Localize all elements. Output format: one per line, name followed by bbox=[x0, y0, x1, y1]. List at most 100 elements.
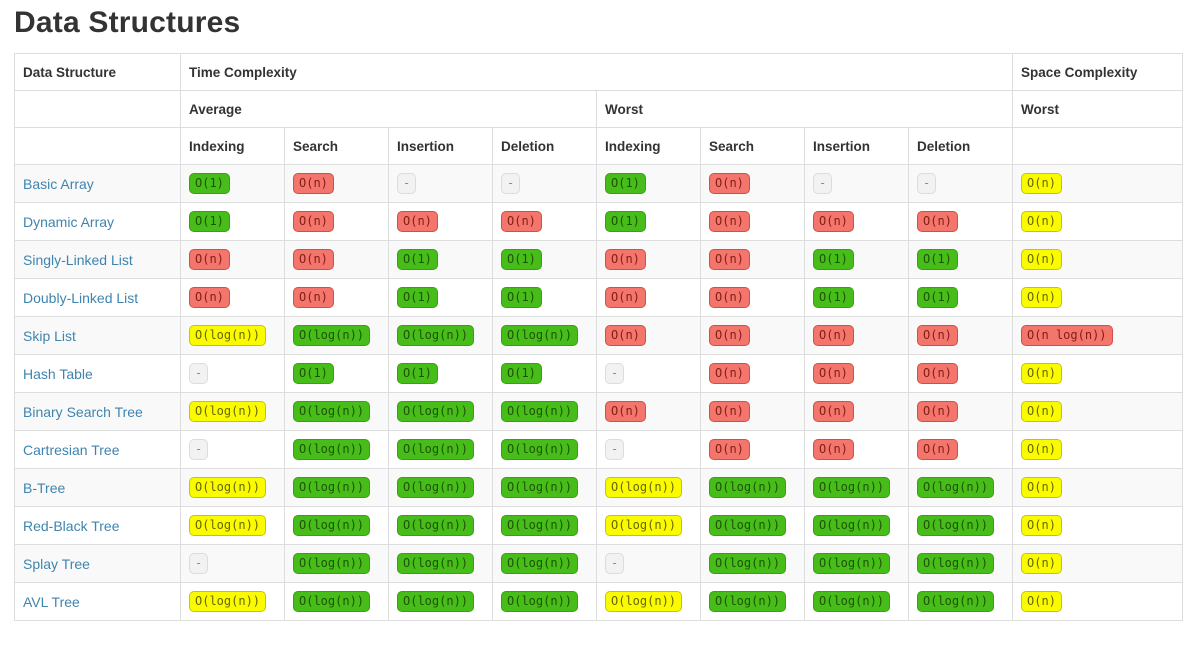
worst-indexing-cell: - bbox=[596, 354, 701, 393]
complexity-badge: O(n) bbox=[709, 173, 750, 194]
complexity-badge: O(n) bbox=[293, 173, 334, 194]
complexity-badge: - bbox=[397, 173, 417, 194]
complexity-badge: O(log(n)) bbox=[501, 325, 579, 346]
worst-deletion-cell: O(1) bbox=[907, 240, 1014, 279]
worst-search-cell: O(log(n)) bbox=[700, 582, 805, 621]
avg-deletion-cell: O(log(n)) bbox=[492, 468, 597, 507]
worst-deletion-cell: O(n) bbox=[907, 202, 1014, 241]
data-structure-link[interactable]: Basic Array bbox=[23, 175, 94, 192]
worst-indexing-cell: O(log(n)) bbox=[596, 582, 701, 621]
table-row: Dynamic Array O(1) O(n) O(n) O(n) O(1) O… bbox=[14, 202, 1184, 241]
worst-search-cell: O(n) bbox=[700, 278, 805, 317]
table-row: Basic Array O(1) O(n) - - O(1) O(n) - - … bbox=[14, 164, 1184, 203]
complexity-badge: O(log(n)) bbox=[605, 477, 683, 498]
data-structure-cell: Skip List bbox=[14, 316, 181, 355]
data-structure-cell: Hash Table bbox=[14, 354, 181, 393]
header-worst: Worst bbox=[595, 90, 1014, 128]
complexity-badge: O(log(n)) bbox=[813, 553, 891, 574]
avg-indexing-cell: O(1) bbox=[180, 164, 285, 203]
data-structure-cell: Red-Black Tree bbox=[14, 506, 181, 545]
complexity-badge: O(n log(n)) bbox=[1021, 325, 1113, 346]
complexity-badge: O(log(n)) bbox=[293, 553, 371, 574]
complexity-badge: O(n) bbox=[1021, 515, 1062, 536]
complexity-badge: O(n) bbox=[189, 249, 230, 270]
space-worst-cell: O(n) bbox=[1012, 240, 1184, 279]
complexity-badge: O(n) bbox=[501, 211, 542, 232]
complexity-badge: O(log(n)) bbox=[189, 477, 267, 498]
table-row: Splay Tree - O(log(n)) O(log(n)) O(log(n… bbox=[14, 544, 1184, 583]
complexity-badge: O(n) bbox=[813, 363, 854, 384]
data-structure-link[interactable]: Cartresian Tree bbox=[23, 441, 120, 458]
complexity-badge: O(n) bbox=[293, 211, 334, 232]
complexity-badge: O(log(n)) bbox=[397, 477, 475, 498]
space-worst-cell: O(n) bbox=[1012, 582, 1184, 621]
worst-search-cell: O(n) bbox=[700, 354, 805, 393]
data-structure-link[interactable]: B-Tree bbox=[23, 479, 66, 496]
data-structure-link[interactable]: Binary Search Tree bbox=[23, 403, 143, 420]
avg-search-cell: O(n) bbox=[284, 278, 389, 317]
header-data-structure: Data Structure bbox=[14, 53, 181, 91]
complexity-badge: O(n) bbox=[709, 287, 750, 308]
complexity-badge: O(n) bbox=[917, 325, 958, 346]
data-structure-link[interactable]: Singly-Linked List bbox=[23, 251, 133, 268]
table-row: Hash Table - O(1) O(1) O(1) - O(n) O(n) … bbox=[14, 354, 1184, 393]
complexity-badge: O(n) bbox=[1021, 439, 1062, 460]
complexity-badge: O(n) bbox=[813, 211, 854, 232]
avg-deletion-cell: O(log(n)) bbox=[492, 316, 597, 355]
table-row: Binary Search Tree O(log(n)) O(log(n)) O… bbox=[14, 392, 1184, 431]
complexity-badge: O(n) bbox=[1021, 591, 1062, 612]
data-structure-link[interactable]: Doubly-Linked List bbox=[23, 289, 139, 306]
complexity-badge: O(log(n)) bbox=[605, 591, 683, 612]
data-structure-link[interactable]: Dynamic Array bbox=[23, 213, 115, 230]
worst-deletion-cell: O(n) bbox=[907, 316, 1014, 355]
space-worst-cell: O(n) bbox=[1012, 430, 1184, 469]
data-structure-cell: Binary Search Tree bbox=[14, 392, 181, 431]
complexity-badge: O(n) bbox=[1021, 287, 1062, 308]
avg-indexing-cell: - bbox=[180, 430, 285, 469]
header-avg-search: Search bbox=[284, 127, 389, 165]
worst-search-cell: O(log(n)) bbox=[700, 506, 805, 545]
avg-deletion-cell: O(1) bbox=[492, 240, 597, 279]
complexity-badge: O(log(n)) bbox=[189, 325, 267, 346]
header-empty-cell bbox=[1012, 127, 1184, 165]
avg-search-cell: O(n) bbox=[284, 240, 389, 279]
worst-insertion-cell: O(log(n)) bbox=[804, 582, 909, 621]
worst-indexing-cell: O(n) bbox=[596, 392, 701, 431]
complexity-badge: O(1) bbox=[605, 173, 646, 194]
data-structure-link[interactable]: Red-Black Tree bbox=[23, 517, 120, 534]
complexity-badge: O(n) bbox=[1021, 553, 1062, 574]
data-structure-link[interactable]: Skip List bbox=[23, 327, 76, 344]
complexity-badge: O(log(n)) bbox=[917, 553, 995, 574]
complexity-badge: O(log(n)) bbox=[501, 553, 579, 574]
worst-deletion-cell: O(log(n)) bbox=[907, 544, 1014, 583]
complexity-badge: O(1) bbox=[501, 287, 542, 308]
complexity-badge: O(log(n)) bbox=[917, 477, 995, 498]
data-structure-cell: Doubly-Linked List bbox=[14, 278, 181, 317]
complexity-badge: O(log(n)) bbox=[397, 515, 475, 536]
complexity-badge: O(n) bbox=[709, 325, 750, 346]
worst-insertion-cell: O(n) bbox=[804, 430, 909, 469]
avg-indexing-cell: O(log(n)) bbox=[180, 582, 285, 621]
data-structure-link[interactable]: AVL Tree bbox=[23, 593, 80, 610]
avg-insertion-cell: O(log(n)) bbox=[388, 544, 493, 583]
complexity-badge: O(n) bbox=[605, 325, 646, 346]
avg-deletion-cell: O(log(n)) bbox=[492, 544, 597, 583]
data-structure-link[interactable]: Splay Tree bbox=[23, 555, 90, 572]
complexity-badge: O(log(n)) bbox=[189, 591, 267, 612]
space-worst-cell: O(n log(n)) bbox=[1012, 316, 1184, 355]
worst-insertion-cell: O(1) bbox=[804, 240, 909, 279]
complexity-badge: O(n) bbox=[917, 401, 958, 422]
complexity-badge: O(log(n)) bbox=[501, 477, 579, 498]
header-worst-insertion: Insertion bbox=[804, 127, 909, 165]
avg-search-cell: O(log(n)) bbox=[284, 544, 389, 583]
complexity-table: Data Structure Time Complexity Space Com… bbox=[14, 53, 1184, 621]
space-worst-cell: O(n) bbox=[1012, 544, 1184, 583]
table-row: B-Tree O(log(n)) O(log(n)) O(log(n)) O(l… bbox=[14, 468, 1184, 507]
data-structure-link[interactable]: Hash Table bbox=[23, 365, 93, 382]
space-worst-cell: O(n) bbox=[1012, 392, 1184, 431]
complexity-badge: O(1) bbox=[397, 249, 438, 270]
complexity-badge: - bbox=[917, 173, 937, 194]
worst-deletion-cell: O(n) bbox=[907, 430, 1014, 469]
space-worst-cell: O(n) bbox=[1012, 468, 1184, 507]
worst-indexing-cell: O(n) bbox=[596, 278, 701, 317]
